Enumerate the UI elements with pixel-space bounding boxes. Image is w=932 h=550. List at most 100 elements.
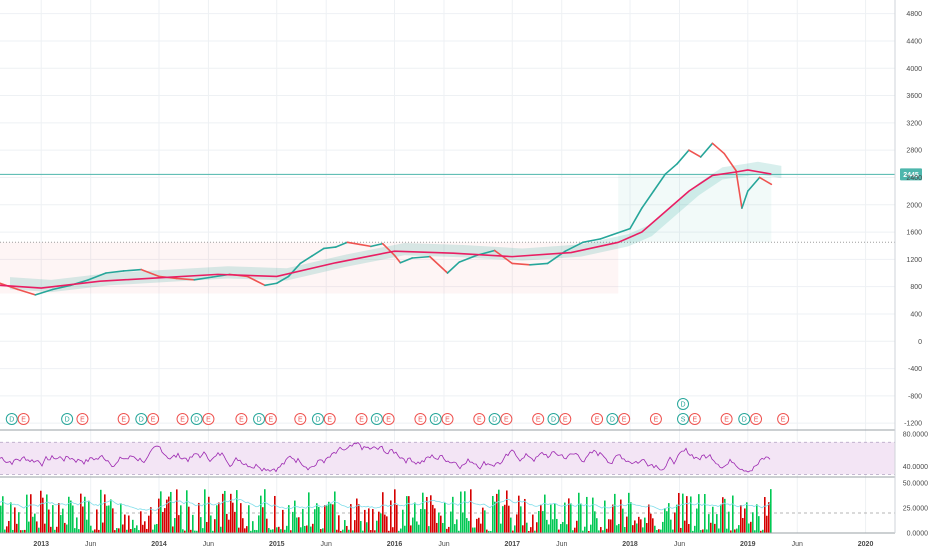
event-marker-e[interactable]	[500, 413, 513, 425]
event-marker-label: S	[681, 417, 686, 424]
event-marker-e[interactable]	[176, 413, 189, 425]
price-segment[interactable]	[735, 169, 743, 209]
price-segment[interactable]	[323, 246, 337, 250]
moving-average-line[interactable]	[0, 169, 772, 289]
price-pane[interactable]	[0, 142, 895, 296]
event-marker-d[interactable]	[135, 413, 148, 425]
event-marker-e[interactable]	[323, 413, 336, 425]
event-marker-e[interactable]	[649, 413, 662, 425]
price-segment[interactable]	[275, 275, 290, 285]
price-segment[interactable]	[511, 262, 531, 266]
price-segment[interactable]	[723, 152, 737, 172]
volume-bar	[184, 530, 186, 533]
price-segment[interactable]	[299, 255, 313, 265]
volume-bar	[504, 504, 506, 533]
price-segment[interactable]	[16, 288, 37, 296]
event-marker-e[interactable]	[720, 413, 733, 425]
event-marker-e[interactable]	[382, 413, 395, 425]
event-marker-d[interactable]	[61, 413, 74, 425]
price-segment[interactable]	[246, 275, 266, 287]
price-segment[interactable]	[711, 142, 726, 155]
price-segment[interactable]	[122, 268, 143, 272]
price-segment[interactable]	[399, 257, 413, 264]
price-segment[interactable]	[311, 247, 325, 257]
price-segment[interactable]	[52, 284, 72, 291]
event-marker-e[interactable]	[17, 413, 30, 425]
event-marker-e[interactable]	[591, 413, 604, 425]
event-marker-d[interactable]	[547, 413, 560, 425]
event-marker-e[interactable]	[532, 413, 545, 425]
price-segment[interactable]	[358, 243, 372, 248]
price-segment[interactable]	[611, 227, 631, 236]
dividend-marker[interactable]	[677, 398, 690, 410]
event-marker-d[interactable]	[190, 413, 203, 425]
price-segment[interactable]	[688, 149, 702, 158]
volume-bar	[752, 512, 754, 533]
price-segment[interactable]	[664, 163, 678, 175]
event-marker-e[interactable]	[559, 413, 572, 425]
price-segment[interactable]	[458, 254, 478, 263]
price-segment[interactable]	[346, 241, 360, 246]
event-marker-d[interactable]	[253, 413, 266, 425]
event-marker-d[interactable]	[311, 413, 324, 425]
price-segment[interactable]	[87, 272, 107, 281]
event-marker-s[interactable]	[677, 413, 690, 425]
price-segment[interactable]	[446, 261, 461, 274]
event-marker-e[interactable]	[76, 413, 89, 425]
price-segment[interactable]	[287, 262, 302, 278]
event-marker-d[interactable]	[5, 413, 18, 425]
price-segment[interactable]	[429, 255, 449, 274]
price-segment[interactable]	[582, 238, 602, 244]
event-marker-e[interactable]	[414, 413, 427, 425]
price-segment[interactable]	[529, 262, 549, 266]
event-marker-e[interactable]	[117, 413, 130, 425]
price-segment[interactable]	[334, 241, 349, 248]
volume-pane[interactable]	[0, 489, 895, 533]
price-segment[interactable]	[746, 176, 761, 192]
price-segment[interactable]	[193, 276, 213, 281]
event-marker-e[interactable]	[441, 413, 454, 425]
price-segment[interactable]	[652, 173, 667, 192]
event-marker-d[interactable]	[370, 413, 383, 425]
price-segment[interactable]	[741, 190, 749, 209]
event-marker-e[interactable]	[294, 413, 307, 425]
price-segment[interactable]	[641, 190, 655, 209]
price-segment[interactable]	[175, 277, 196, 281]
price-segment[interactable]	[105, 270, 125, 274]
event-marker-e[interactable]	[202, 413, 215, 425]
price-segment[interactable]	[699, 142, 714, 158]
price-segment[interactable]	[564, 241, 584, 252]
price-segment[interactable]	[34, 288, 54, 296]
event-marker-e[interactable]	[750, 413, 763, 425]
event-marker-e[interactable]	[147, 413, 160, 425]
event-marker-e[interactable]	[473, 413, 486, 425]
event-marker-d[interactable]	[429, 413, 442, 425]
event-marker-e[interactable]	[355, 413, 368, 425]
rsi-line[interactable]	[0, 441, 771, 473]
event-marker-e[interactable]	[618, 413, 631, 425]
price-segment[interactable]	[493, 249, 514, 265]
event-markers[interactable]: D E D E E D E E D E E D E E D E E D E E D E E D E E D E E D E E S E E D E ED	[5, 398, 790, 425]
volume-bar	[84, 496, 86, 533]
event-marker-d[interactable]	[606, 413, 619, 425]
event-marker-e[interactable]	[235, 413, 248, 425]
price-segment[interactable]	[393, 254, 402, 264]
price-segment[interactable]	[264, 282, 278, 287]
volume-bar	[62, 508, 64, 533]
event-marker-e[interactable]	[688, 413, 701, 425]
event-marker-e[interactable]	[777, 413, 790, 425]
rsi-pane[interactable]	[0, 441, 895, 475]
event-marker-d[interactable]	[488, 413, 501, 425]
price-segment[interactable]	[411, 255, 431, 259]
price-segment[interactable]	[629, 207, 643, 230]
price-segment[interactable]	[381, 242, 396, 257]
price-segment[interactable]	[370, 242, 384, 248]
price-segment[interactable]	[676, 149, 690, 165]
price-segment[interactable]	[758, 176, 773, 186]
volume-bar	[718, 528, 720, 533]
event-marker-d[interactable]	[738, 413, 751, 425]
event-marker-e[interactable]	[264, 413, 277, 425]
price-segment[interactable]	[599, 233, 614, 240]
price-segment[interactable]	[140, 268, 160, 278]
